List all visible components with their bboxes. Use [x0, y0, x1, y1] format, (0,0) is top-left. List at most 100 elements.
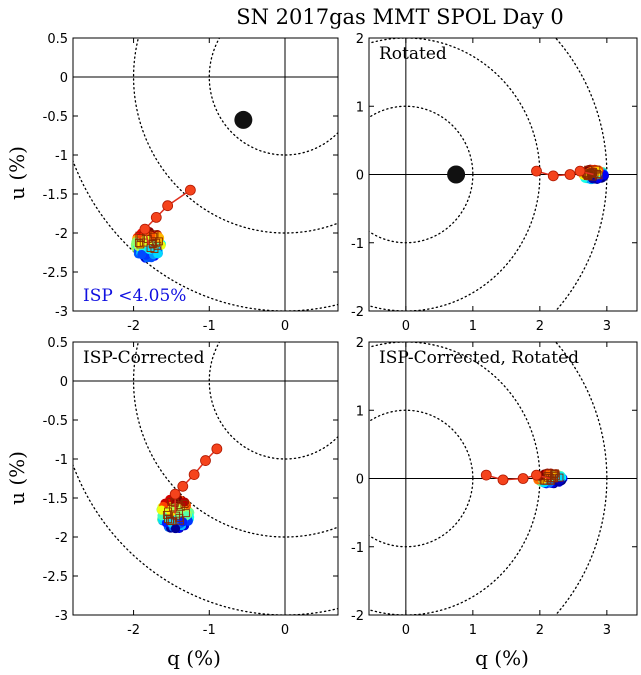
- red-marker: [480, 469, 492, 481]
- plot-area: [73, 342, 338, 615]
- panel-4: 0 1 2 3 2 1 0 -1 -2 ISP-Corrected, Rotated: [351, 336, 638, 638]
- red-marker: [574, 165, 586, 177]
- y-tick-label: -2: [351, 609, 364, 624]
- x-tick-label: 3: [603, 623, 611, 638]
- x-tick-label: 1: [469, 319, 477, 334]
- bin-marker: [164, 515, 172, 524]
- y-tick-label: -1.5: [43, 492, 68, 507]
- bin-marker: [180, 500, 189, 508]
- x-axis-label-right: q (%): [475, 646, 529, 670]
- data-point: [170, 523, 181, 534]
- y-tick-label: -2: [55, 531, 68, 546]
- bin-marker: [146, 244, 155, 253]
- y-tick-label: -1: [55, 453, 68, 468]
- plot-area: [369, 342, 637, 615]
- y-tick-label: -0.5: [43, 414, 68, 429]
- red-marker: [184, 184, 196, 196]
- red-marker: [531, 165, 542, 177]
- y-tick-label: 0.5: [47, 336, 68, 351]
- red-marker: [150, 211, 162, 223]
- y-tick-label: 0: [60, 375, 68, 390]
- x-axis-label-left: q (%): [167, 646, 221, 670]
- y-tick-label: -2: [55, 227, 68, 242]
- y-tick-label: -2.5: [43, 570, 68, 585]
- bin-marker: [181, 509, 190, 518]
- red-marker: [139, 223, 151, 235]
- figure-title: SN 2017gas MMT SPOL Day 0: [236, 5, 564, 29]
- bin-marker: [149, 232, 158, 241]
- bin-marker: [154, 237, 163, 246]
- y-tick-label: 0: [356, 169, 364, 184]
- data-point: [153, 249, 163, 259]
- red-marker: [200, 455, 211, 466]
- x-tick-label: 0: [281, 319, 289, 334]
- red-marker: [547, 170, 559, 182]
- y-axis-label-top: u (%): [5, 146, 29, 200]
- panel-3: -2 -1 0 0.5 0 -0.5 -1 -1.5 -2 -2.5 -3 ISP-Corrected: [43, 336, 339, 638]
- bin-marker: [165, 515, 174, 524]
- red-marker: [177, 480, 189, 492]
- axes-frame: [72, 37, 339, 312]
- bin-marker: [555, 473, 564, 482]
- red-marker: [169, 488, 181, 500]
- x-tick-label: 0: [402, 319, 410, 334]
- panels: -2 -1 0 0.5 0 -0.5 -1 -1.5 -2 -2.5 -3 ISP <4.05% 0 1 2…: [43, 32, 638, 638]
- red-marker: [162, 200, 174, 212]
- y-tick-label: -0.5: [43, 110, 68, 125]
- panel-annotation: Rotated: [379, 44, 447, 64]
- axes-frame: [72, 341, 339, 616]
- isp-point: [234, 110, 253, 129]
- red-marker: [517, 473, 529, 484]
- red-marker: [188, 469, 200, 481]
- red-marker: [531, 469, 542, 481]
- x-tick-label: 2: [536, 623, 544, 638]
- y-tick-label: -2.5: [43, 266, 68, 281]
- y-tick-label: -3: [55, 609, 68, 624]
- y-tick-label: 0: [356, 473, 364, 488]
- y-tick-label: 1: [356, 100, 364, 115]
- bin-marker: [546, 476, 555, 485]
- x-tick-label: 1: [469, 623, 477, 638]
- data-point: [137, 249, 147, 260]
- y-axis-label-bottom: u (%): [5, 451, 29, 505]
- y-tick-label: -1.5: [43, 188, 68, 203]
- x-tick-label: -2: [127, 319, 140, 334]
- bin-marker: [176, 516, 185, 525]
- panel-1: -2 -1 0 0.5 0 -0.5 -1 -1.5 -2 -2.5 -3 ISP <4.05%: [43, 32, 339, 334]
- bin-marker: [139, 238, 148, 247]
- x-tick-label: 3: [603, 319, 611, 334]
- x-tick-label: 0: [402, 623, 410, 638]
- y-tick-label: 2: [356, 32, 364, 47]
- bin-marker: [588, 172, 597, 181]
- x-tick-label: 0: [281, 623, 289, 638]
- red-marker: [211, 443, 223, 455]
- y-tick-label: -3: [55, 305, 68, 320]
- bin-marker: [169, 503, 178, 512]
- bin-marker: [166, 516, 175, 525]
- bin-marker: [593, 170, 602, 178]
- y-tick-label: -1: [55, 149, 68, 164]
- x-tick-label: -1: [203, 623, 216, 638]
- panel-annotation: ISP-Corrected: [83, 348, 205, 368]
- bin-marker: [164, 507, 173, 516]
- red-marker: [564, 169, 576, 180]
- red-marker: [497, 474, 509, 486]
- y-tick-label: -1: [351, 541, 364, 556]
- plot-area: [73, 38, 338, 311]
- y-tick-label: -2: [351, 305, 364, 320]
- x-tick-label: 2: [536, 319, 544, 334]
- plot-area: [369, 38, 637, 311]
- bin-marker: [150, 230, 159, 239]
- bin-marker: [134, 238, 143, 247]
- y-tick-label: -1: [351, 237, 364, 252]
- x-tick-label: -1: [203, 319, 216, 334]
- panel-2: 0 1 2 3 2 1 0 -1 -2 Rotated: [351, 32, 638, 334]
- x-tick-label: -2: [127, 623, 140, 638]
- y-tick-label: 2: [356, 336, 364, 351]
- y-tick-label: 1: [356, 404, 364, 419]
- y-tick-label: 0.5: [47, 32, 68, 47]
- panel-annotation: ISP-Corrected, Rotated: [379, 348, 579, 368]
- bin-marker: [172, 511, 181, 520]
- y-tick-label: 0: [60, 71, 68, 86]
